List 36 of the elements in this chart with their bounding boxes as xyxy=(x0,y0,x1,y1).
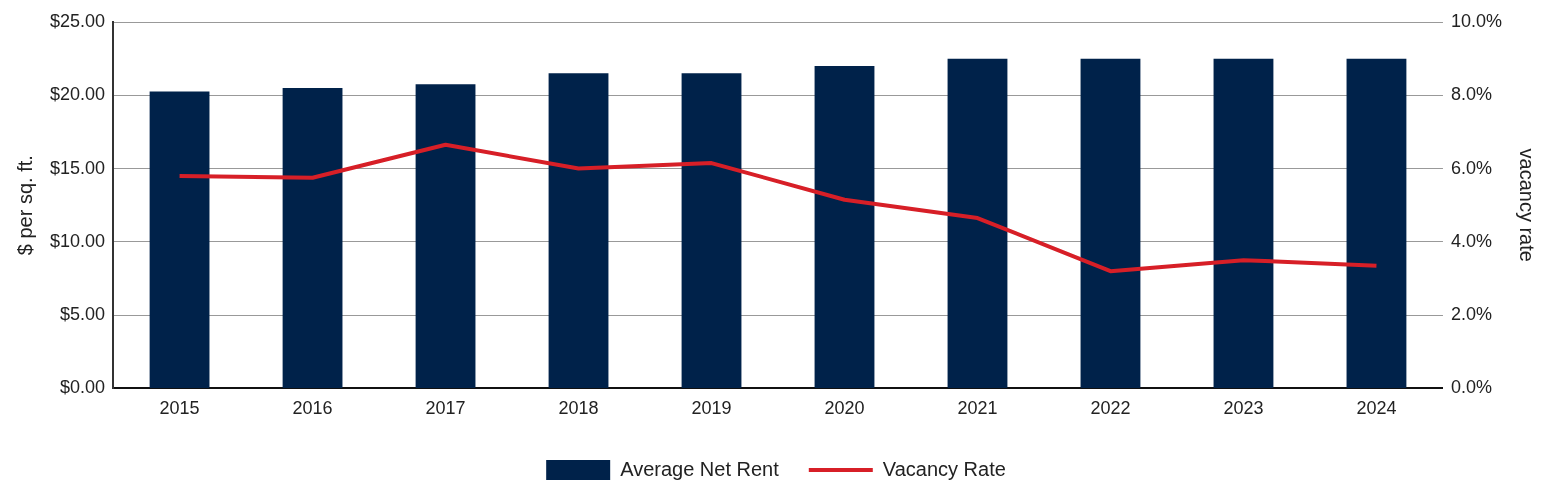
bar xyxy=(814,65,875,388)
bar xyxy=(1346,58,1407,388)
x-tick-label: 2020 xyxy=(824,398,865,419)
x-tick-label: 2024 xyxy=(1356,398,1397,419)
legend-label: Average Net Rent xyxy=(620,457,780,480)
y-tick-label: $15.00 xyxy=(49,157,106,178)
x-tick-label: 2022 xyxy=(1090,398,1131,419)
y2-tick-label: 6.0% xyxy=(1450,157,1492,178)
bar xyxy=(149,91,210,388)
legend-label: Vacancy Rate xyxy=(882,457,1006,480)
bar xyxy=(681,73,742,388)
y2-tick-label: 8.0% xyxy=(1450,84,1492,105)
y-tick-label: $25.00 xyxy=(49,10,106,31)
y-tick-label: $20.00 xyxy=(49,84,106,105)
y2-tick-label: 4.0% xyxy=(1450,230,1492,251)
bar xyxy=(548,73,609,388)
y2-tick-label: 2.0% xyxy=(1450,304,1492,325)
bar xyxy=(947,58,1008,388)
x-tick-label: 2015 xyxy=(159,398,200,419)
x-tick-label: 2019 xyxy=(691,398,732,419)
bar xyxy=(282,87,343,388)
y2-tick-label: 0.0% xyxy=(1450,377,1492,398)
x-tick-label: 2016 xyxy=(292,398,333,419)
y2-axis-title: vacancy rate xyxy=(1516,148,1539,262)
x-tick-label: 2023 xyxy=(1223,398,1264,419)
y-tick-label: $0.00 xyxy=(60,377,106,398)
x-tick-label: 2018 xyxy=(558,398,599,419)
y2-tick-label: 10.0% xyxy=(1450,10,1503,31)
x-tick-label: 2021 xyxy=(957,398,998,419)
x-tick-label: 2017 xyxy=(425,398,466,419)
bar xyxy=(1213,58,1274,388)
bar xyxy=(1080,58,1141,388)
y-tick-label: $5.00 xyxy=(60,304,106,325)
y-axis-title: $ per sq. ft. xyxy=(13,155,36,256)
bar xyxy=(415,84,476,388)
y-tick-label: $10.00 xyxy=(49,230,106,251)
